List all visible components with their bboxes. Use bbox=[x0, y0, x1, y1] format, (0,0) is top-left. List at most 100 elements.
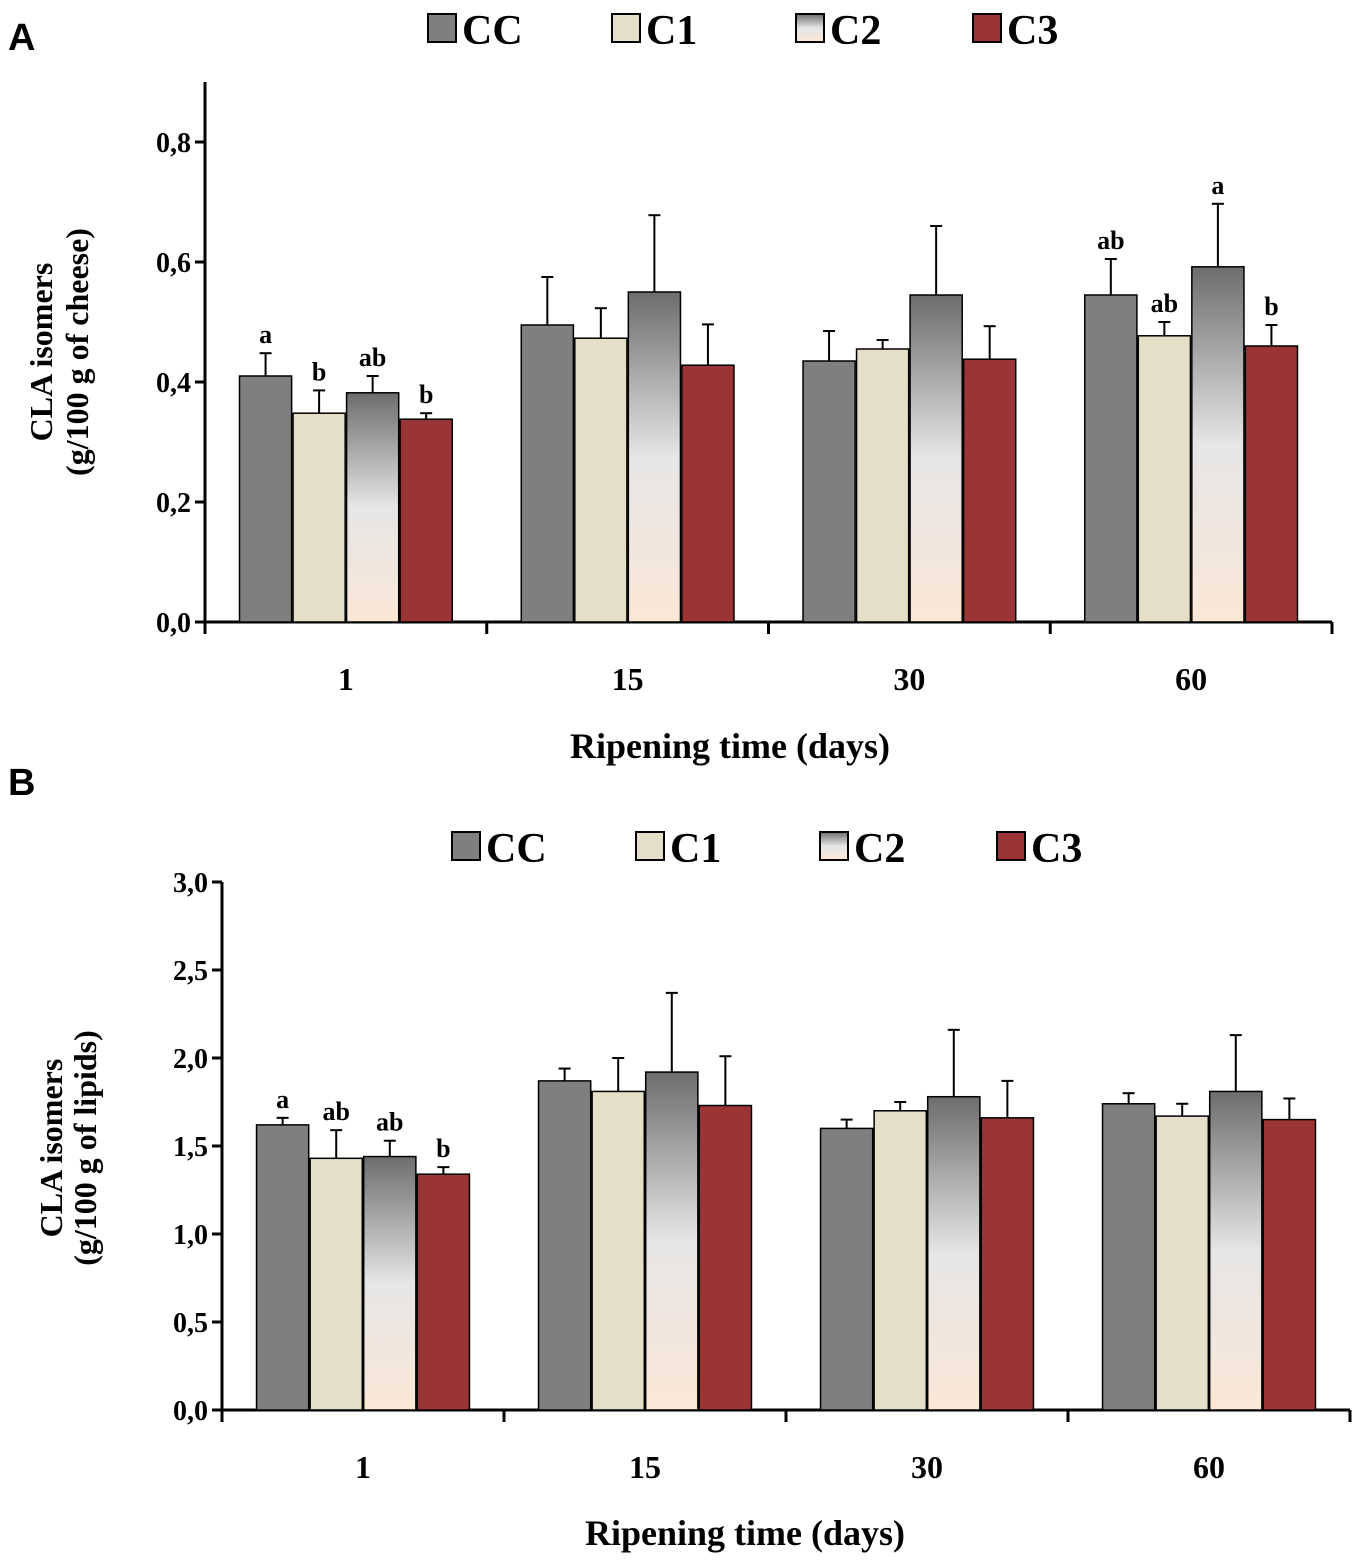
bar-cc-day-15 bbox=[520, 276, 575, 623]
legend-swatch-c1 bbox=[611, 13, 641, 43]
legend-label-c3: C3 bbox=[1007, 8, 1058, 54]
bar-cc bbox=[802, 360, 856, 623]
x-tick-label: 30 bbox=[893, 661, 925, 697]
legend-swatch-cc bbox=[451, 831, 481, 861]
bar-c2 bbox=[926, 1095, 981, 1411]
panel-letter: B bbox=[8, 762, 35, 804]
y-tick-label: 0,8 bbox=[156, 128, 191, 159]
bar-c1-day-60: ab bbox=[1137, 289, 1192, 623]
bar-c2-day-60 bbox=[1208, 1034, 1263, 1411]
significance-label: a bbox=[276, 1085, 289, 1114]
bar-c1-day-30 bbox=[855, 339, 910, 623]
bar-c3 bbox=[1244, 345, 1299, 623]
bar-c3 bbox=[416, 1173, 471, 1411]
bar-c1 bbox=[873, 1110, 928, 1411]
legend-item-c1: C1 bbox=[635, 826, 721, 872]
x-tick-label: 60 bbox=[1193, 1449, 1225, 1485]
legend-item-c2: C2 bbox=[795, 8, 881, 54]
bar-c3-day-30 bbox=[980, 1079, 1035, 1411]
bar-c3-day-30 bbox=[962, 325, 1017, 623]
bar-c2-day-30 bbox=[926, 1028, 981, 1411]
y-tick-label: 0,0 bbox=[173, 1396, 208, 1427]
bar-c2 bbox=[362, 1155, 417, 1411]
legend-swatch-c3 bbox=[996, 831, 1026, 861]
bar-c3 bbox=[681, 364, 735, 623]
bar-cc bbox=[537, 1080, 592, 1411]
y-tick-label: 0,0 bbox=[156, 608, 191, 639]
bar-c1-day-1: b bbox=[292, 357, 346, 623]
x-tick-label: 15 bbox=[612, 661, 644, 697]
bar-c2-day-1: ab bbox=[362, 1108, 417, 1411]
legend-label-c2: C2 bbox=[854, 826, 905, 872]
bar-cc bbox=[255, 1124, 310, 1411]
panel-letter: A bbox=[8, 17, 35, 59]
bar-c1-day-15 bbox=[574, 307, 628, 623]
significance-label: ab bbox=[1097, 226, 1124, 255]
y-tick-label: 2,0 bbox=[173, 1044, 208, 1075]
y-tick-label: 1,5 bbox=[173, 1132, 208, 1163]
x-tick-label: 60 bbox=[1175, 661, 1207, 697]
x-axis-title: Ripening time (days) bbox=[570, 726, 890, 766]
y-axis-title-line2: (g/100 g of lipids) bbox=[67, 1030, 103, 1266]
significance-label: b bbox=[419, 380, 433, 409]
bar-c3-day-60: b bbox=[1244, 292, 1299, 623]
bar-c3-day-1: b bbox=[399, 380, 453, 623]
bar-c2 bbox=[1208, 1090, 1263, 1411]
bar-c3 bbox=[962, 358, 1017, 623]
legend-item-cc: CC bbox=[427, 8, 523, 54]
bar-c2 bbox=[909, 294, 963, 623]
bar-cc bbox=[520, 324, 575, 623]
bar-c3-day-15 bbox=[681, 323, 735, 623]
bar-c2-day-30 bbox=[909, 225, 963, 623]
bar-cc-day-30 bbox=[802, 330, 856, 623]
x-tick-label: 1 bbox=[355, 1449, 371, 1485]
bar-c2 bbox=[644, 1071, 699, 1411]
bar-cc bbox=[1101, 1103, 1156, 1411]
legend-label-cc: CC bbox=[486, 826, 547, 872]
bar-cc-day-1: a bbox=[238, 320, 293, 623]
bar-c2-day-15 bbox=[627, 214, 682, 623]
y-tick-label: 0,6 bbox=[156, 248, 191, 279]
significance-label: ab bbox=[359, 343, 386, 372]
bar-c1 bbox=[309, 1157, 364, 1411]
bar-c3 bbox=[399, 418, 453, 623]
bar-cc bbox=[1084, 294, 1138, 623]
y-tick-label: 0,2 bbox=[156, 488, 191, 519]
bar-c1-day-60 bbox=[1155, 1102, 1210, 1411]
legend-swatch-c3 bbox=[972, 13, 1002, 43]
y-tick-label: 0,4 bbox=[156, 368, 191, 399]
y-axis-title-line1: CLA isomers bbox=[23, 263, 59, 442]
bar-cc-day-1: a bbox=[255, 1085, 310, 1411]
bar-c1 bbox=[1155, 1115, 1210, 1411]
bar-c2-day-1: ab bbox=[345, 343, 400, 623]
y-axis-title-line2: (g/100 g of cheese) bbox=[59, 228, 95, 476]
significance-label: ab bbox=[1151, 289, 1178, 318]
bar-cc-day-60 bbox=[1101, 1092, 1156, 1411]
bar-c1-day-15 bbox=[591, 1057, 646, 1411]
bar-c2 bbox=[627, 291, 682, 623]
bar-c2-day-60: a bbox=[1191, 171, 1245, 623]
significance-label: a bbox=[259, 320, 272, 349]
bar-c1-day-1: ab bbox=[309, 1097, 364, 1411]
significance-label: ab bbox=[322, 1097, 349, 1126]
legend-label-c3: C3 bbox=[1031, 826, 1082, 872]
bar-c1 bbox=[1137, 335, 1192, 623]
y-tick-label: 3,0 bbox=[173, 868, 208, 899]
bar-c1 bbox=[591, 1090, 646, 1411]
legend-label-c2: C2 bbox=[830, 8, 881, 54]
bar-c3-day-60 bbox=[1262, 1097, 1317, 1411]
legend-item-c3: C3 bbox=[972, 8, 1058, 54]
x-tick-label: 1 bbox=[338, 661, 354, 697]
legend-swatch-c1 bbox=[635, 831, 665, 861]
bar-cc bbox=[819, 1127, 874, 1411]
legend-item-cc: CC bbox=[451, 826, 547, 872]
bar-cc-day-30 bbox=[819, 1118, 874, 1411]
significance-label: b bbox=[436, 1134, 450, 1163]
bar-c2 bbox=[345, 392, 400, 623]
bar-c1-day-30 bbox=[873, 1101, 928, 1411]
legend-label-c1: C1 bbox=[670, 826, 721, 872]
legend-item-c3: C3 bbox=[996, 826, 1082, 872]
bar-c3 bbox=[698, 1104, 753, 1411]
significance-label: b bbox=[312, 357, 326, 386]
